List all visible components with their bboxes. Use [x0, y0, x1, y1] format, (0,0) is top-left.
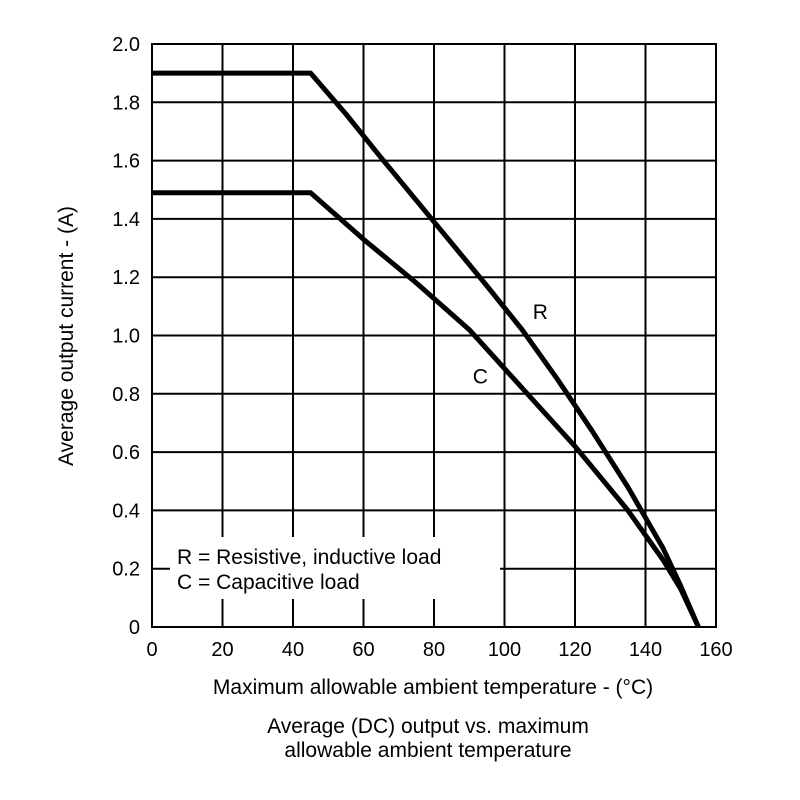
x-tick-label: 60 [352, 639, 374, 661]
y-tick-label: 1.8 [112, 92, 140, 114]
tick-labels: 0 20 40 60 80 100 120 140 160 0 0.2 0.4 0.6 0.8 1.0 1.2… [112, 34, 733, 661]
series-line-r [152, 70, 701, 628]
series-labels: RC [473, 301, 548, 388]
x-tick-label: 40 [282, 639, 304, 661]
legend-background [170, 537, 500, 599]
caption-line-2: allowable ambient temperature [284, 739, 571, 762]
legend-entry-resistive: R = Resistive, inductive load [177, 546, 441, 569]
caption-line-1: Average (DC) output vs. maximum [267, 715, 589, 738]
x-tick-label: 160 [699, 639, 732, 661]
y-axis-label: Average output current - (A) [55, 206, 78, 466]
series [152, 70, 701, 629]
y-tick-label: 1.2 [112, 267, 140, 289]
y-tick-label: 1.4 [112, 209, 140, 231]
x-tick-label: 100 [488, 639, 521, 661]
plot-frame [151, 43, 717, 628]
series-label-r: R [533, 301, 548, 324]
x-tick-label: 20 [211, 639, 233, 661]
x-tick-label: 0 [146, 639, 157, 661]
legend-entry-capacitive: C = Capacitive load [177, 571, 360, 594]
series-line-c [152, 190, 701, 629]
x-axis-label: Maximum allowable ambient temperature - … [213, 676, 653, 699]
series-label-c: C [473, 365, 488, 388]
x-tick-label: 80 [423, 639, 445, 661]
y-tick-label: 0.2 [112, 559, 140, 581]
y-tick-label: 1.0 [112, 326, 140, 348]
y-tick-label: 2.0 [112, 34, 140, 56]
y-tick-label: 0.6 [112, 442, 140, 464]
y-tick-label: 1.6 [112, 151, 140, 173]
x-tick-label: 140 [629, 639, 662, 661]
x-tick-label: 120 [558, 639, 591, 661]
y-tick-label: 0 [129, 617, 140, 639]
y-tick-label: 0.4 [112, 500, 140, 522]
y-tick-label: 0.8 [112, 384, 140, 406]
